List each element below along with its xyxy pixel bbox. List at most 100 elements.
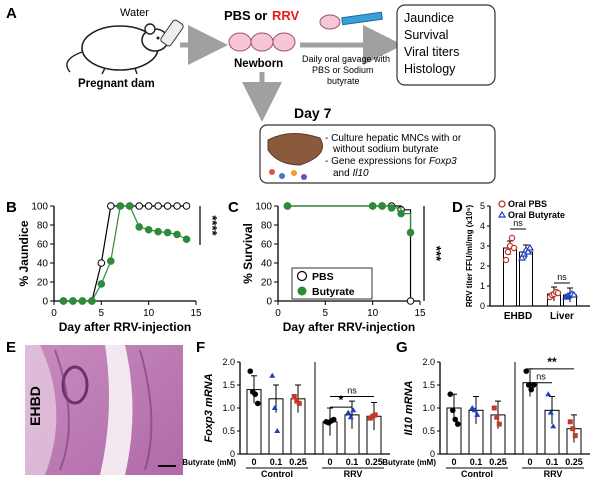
x-category-label: EHBD [504,311,532,322]
x-category-label: 0 [451,457,456,467]
gavage-syringe-illustration [319,11,383,30]
outcome-jaundice: Jaundice [404,11,454,25]
data-point [330,416,337,423]
x-axis-label: Day after RRV-injection [59,320,191,334]
y-tick-label: 60 [37,240,49,251]
data-point [406,297,415,305]
data-point [494,414,500,420]
significance-label: ns [536,372,546,382]
histology-image [25,345,183,475]
titer-chart: 0 1 2 3 4 5 RRV titer FFU/ml/mg (x10⁵) EHBD ns Li… [465,199,590,322]
x-category-label: 0 [327,457,332,467]
y-tick-label: 0.5 [422,426,435,436]
x-tick-label: 10 [367,308,379,319]
data-point [347,414,354,420]
il10-chart: 0 0.5 1.0 1.5 2.0 Il10 mRNA 0 0.1 0.25 0 0.1 0.25 Bu… [382,355,590,479]
data-point [523,247,533,255]
y-tick-label: 100 [31,202,48,213]
panel-f-letter: F [196,339,205,356]
data-point [474,411,481,417]
data-point [173,230,181,239]
data-point [97,259,106,267]
y-axis-label: RRV titer FFU/ml/mg (x10⁵) [465,205,474,308]
mouse-dam-illustration [66,23,169,75]
data-point [135,223,143,231]
data-point [496,421,502,427]
data-point [545,391,552,397]
y-tick-label: 40 [261,259,273,270]
legend-label-butyrate: Butyrate [312,286,355,298]
data-point [397,209,405,218]
data-point [469,405,476,410]
gavage-line-3: butyrate [327,76,360,86]
data-point [163,202,172,210]
day7-box-line-2: without sodium butyrate [332,144,439,155]
data-point [567,419,573,425]
ehbd-image-label: EHBD [27,386,43,426]
x-tick-label: 5 [323,308,329,319]
data-point [283,202,292,210]
data-point [554,289,562,297]
data-point [154,227,162,236]
x-category-label: Liver [550,311,574,322]
y-tick-label: 4 [480,221,485,231]
y-tick-label: 0 [430,449,435,459]
x-axis-label: Day after RRV-injection [283,320,415,334]
data-point [452,416,459,423]
significance-label: ns [347,386,357,396]
day7-label: Day 7 [294,105,332,121]
data-point [569,290,579,298]
data-point [368,202,377,210]
data-point [502,256,510,264]
y-tick-label: 40 [37,259,49,270]
data-point [88,297,96,305]
y-tick-label: 2 [480,261,485,271]
outcome-histology: Histology [404,62,456,76]
data-point [510,244,518,252]
data-point [406,228,415,237]
y-tick-label: 1.5 [222,380,235,390]
y-tick-label: 0 [230,449,235,459]
panel-d-letter: D [452,199,463,216]
legend-label-pbs: PBS [312,271,334,283]
group-label: Control [461,469,493,479]
x-category-label: 0.25 [289,457,307,467]
data-point [547,409,554,415]
ns-label: ns [513,218,523,228]
y-tick-label: 0 [42,297,48,308]
data-point [525,382,532,388]
outcome-viral-titers: Viral titers [404,45,459,59]
y-tick-label: 0 [266,297,272,308]
x-tick-label: 15 [414,308,426,319]
y-tick-label: 2.0 [422,357,435,367]
data-point [182,202,191,210]
y-tick-label: 1 [480,281,485,291]
outcomes-box [396,4,496,86]
x-tick-label: 15 [190,308,202,319]
legend-marker-butyrate [497,210,507,218]
data-point [163,228,172,237]
data-point [107,202,115,210]
data-point [97,280,106,288]
data-point [116,202,125,210]
series-line-pbs [63,205,187,302]
data-point [154,202,162,210]
data-point [144,202,153,210]
x-category-label: 0.1 [546,457,559,467]
x-category-label: 0 [527,457,532,467]
data-point [449,407,456,414]
legend-marker-pbs [296,270,308,282]
group-label: RRV [544,469,563,479]
water-label: Water [120,7,149,19]
panel-g-letter: G [396,339,408,356]
data-point [504,248,512,256]
y-tick-label: 20 [37,278,49,289]
data-point [350,407,357,413]
significance-label: **** [205,215,220,236]
data-point [182,235,191,244]
y-tick-label: 0 [480,301,485,311]
y-tick-label: 80 [261,221,273,232]
data-point [447,391,454,398]
